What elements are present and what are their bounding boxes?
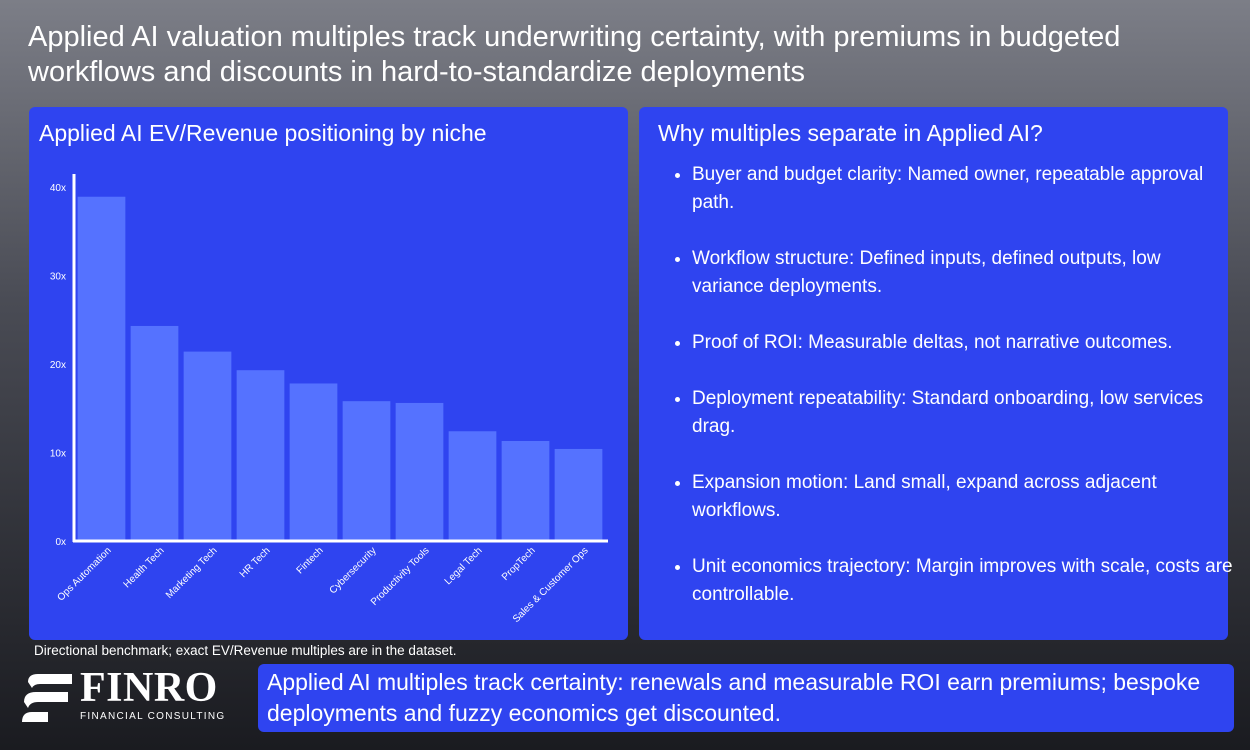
bar-chart: 0x 10x 20x 30x 40x Ops Automation Health TechM… xyxy=(50,174,608,625)
finro-logo: FINRO FINANCIAL CONSULTING xyxy=(20,666,235,726)
chart-title: Applied AI EV/Revenue positioning by nic… xyxy=(39,120,487,146)
reasons-list: Buyer and budget clarity: Named owner, r… xyxy=(672,161,1237,637)
reason-item: Expansion motion: Land small, expand acr… xyxy=(692,469,1237,525)
bar xyxy=(236,370,285,541)
callout-text: Applied AI multiples track certainty: re… xyxy=(267,669,1201,726)
reasons-panel: Why multiples separate in Applied AI? Bu… xyxy=(639,107,1233,640)
chart-panel: 0x 10x 20x 30x 40x Ops Automation Health Tech M… xyxy=(29,107,628,640)
reason-item: Deployment repeatability: Standard onboa… xyxy=(692,385,1237,441)
callout-box: Applied AI multiples track certainty: re… xyxy=(258,664,1234,732)
reason-item: Buyer and budget clarity: Named owner, r… xyxy=(692,161,1237,217)
reason-item: Proof of ROI: Measurable deltas, not nar… xyxy=(692,329,1237,357)
finro-mark-icon xyxy=(22,674,72,722)
y-tick-label: 0x xyxy=(55,537,66,548)
reason-item: Workflow structure: Defined inputs, defi… xyxy=(692,245,1237,301)
bar xyxy=(395,402,444,541)
x-tick-label: Health Tech xyxy=(122,545,167,590)
bar xyxy=(342,401,391,541)
footnote: Directional benchmark; exact EV/Revenue … xyxy=(34,643,457,658)
bar xyxy=(554,448,603,541)
x-tick-label: Fintech xyxy=(295,545,326,576)
headline: Applied AI valuation multiples track und… xyxy=(28,21,1121,88)
x-tick-label: Marketing Tech xyxy=(164,545,220,601)
x-tick-label: Productivity Tools xyxy=(369,545,432,608)
bar xyxy=(130,325,179,541)
x-tick-label: Legal Tech xyxy=(443,545,485,587)
x-tick-label: HR Tech xyxy=(238,545,273,580)
x-tick-label: PropTech xyxy=(500,545,538,583)
bar xyxy=(77,196,126,542)
bar xyxy=(501,440,550,541)
y-tick-label: 40x xyxy=(50,183,66,194)
y-tick-label: 10x xyxy=(50,449,66,460)
logo-wordmark: FINRO xyxy=(80,665,218,711)
x-tick-label: Cybersecurity xyxy=(328,545,379,596)
logo-subtitle: FINANCIAL CONSULTING xyxy=(80,711,226,722)
y-tick-label: 20x xyxy=(50,360,66,371)
y-tick-label: 30x xyxy=(50,272,66,283)
reason-item: Unit economics trajectory: Margin improv… xyxy=(692,553,1237,609)
bar xyxy=(448,431,497,541)
bar xyxy=(183,351,232,541)
bar xyxy=(289,383,338,541)
x-tick-label: Ops Automation xyxy=(56,545,114,603)
reasons-title: Why multiples separate in Applied AI? xyxy=(658,120,1043,146)
